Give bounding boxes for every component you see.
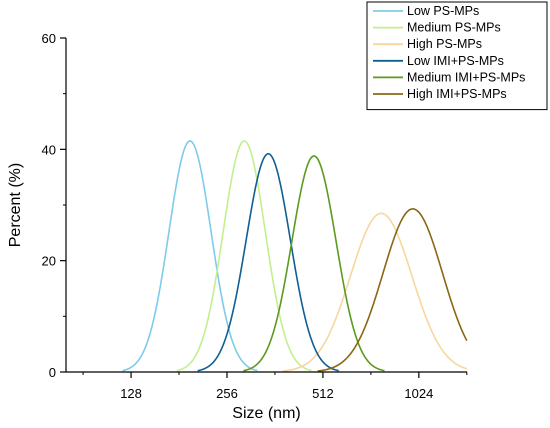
legend-entry: Low IMI+PS-MPs	[407, 54, 504, 68]
series-line-medium-ps-mps	[176, 140, 312, 372]
legend-entry: Low PS-MPs	[407, 4, 479, 18]
series-line-low-imi-ps-mps	[197, 152, 339, 372]
series-curves	[122, 140, 468, 372]
x-tick-label: 1024	[404, 386, 433, 401]
legend-box	[366, 1, 548, 111]
legend-entry: Medium IMI+PS-MPs	[407, 70, 525, 84]
series-line-low-ps-mps	[122, 140, 258, 372]
y-tick-label: 20	[42, 254, 56, 269]
y-tick-label: 60	[42, 31, 56, 46]
y-tick-label: 0	[49, 365, 56, 380]
x-axis-ticks: 128 256 512 1024	[82, 372, 468, 401]
legend-entry: High IMI+PS-MPs	[407, 87, 507, 101]
x-tick-label: 128	[120, 386, 142, 401]
y-axis-title: Percent (%)	[7, 163, 24, 247]
legend: Low PS-MPs Medium PS-MPs High PS-MPs Low IM…	[366, 1, 548, 111]
series-line-high-ps-mps	[282, 212, 467, 372]
series-line-high-imi-ps-mps	[317, 208, 468, 372]
x-axis-title: Size (nm)	[232, 405, 300, 422]
y-axis-ticks: 0 20 40 60	[42, 31, 66, 380]
series-line-medium-imi-ps-mps	[243, 155, 385, 372]
legend-entry: High PS-MPs	[407, 37, 482, 51]
x-tick-label: 512	[312, 386, 334, 401]
y-tick-label: 40	[42, 142, 56, 157]
legend-entry: Medium PS-MPs	[407, 21, 501, 35]
x-tick-label: 256	[216, 386, 238, 401]
